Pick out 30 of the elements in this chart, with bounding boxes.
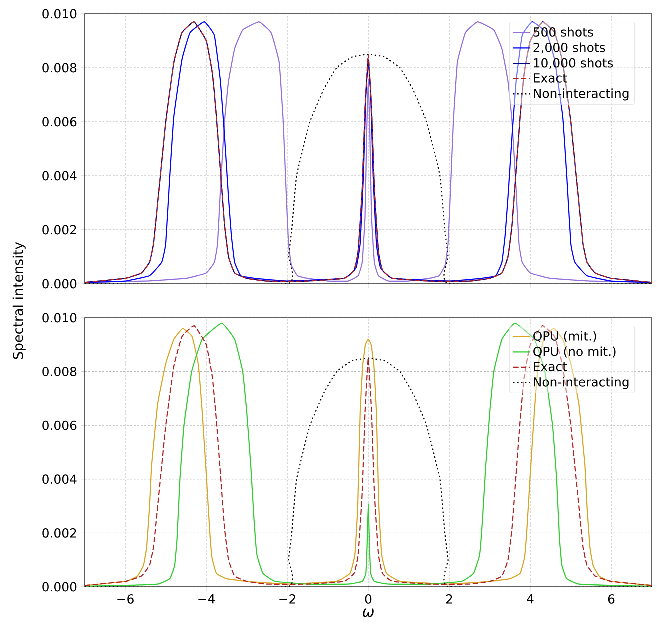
y-tick-label: 0.010 (42, 9, 77, 19)
y-tick-label: 0.000 (42, 582, 77, 592)
y-tick-label: 0.006 (42, 420, 77, 430)
y-tick-label: 0.008 (42, 63, 77, 73)
y-tick-label: 0.002 (42, 225, 76, 235)
x-tick-label: 0 (365, 594, 372, 604)
x-tick-label: 4 (527, 594, 534, 604)
x-tick-label: 2 (446, 594, 452, 604)
y-tick-label: 0.004 (42, 171, 77, 181)
legend-label: Non-interacting (534, 377, 629, 390)
legend-label: QPU (mit.) (534, 331, 596, 342)
x-tick-label: −2 (280, 594, 296, 604)
legend-label: Non-interacting (534, 88, 629, 101)
legend-label: 10,000 shots (534, 58, 614, 70)
legend-label: QPU (no mit.) (534, 346, 616, 358)
legend-label: 2,000 shots (534, 42, 606, 54)
legend-label: 500 shots (534, 27, 594, 37)
y-tick-label: 0.002 (42, 528, 76, 538)
x-tick-label: −6 (118, 594, 134, 604)
y-tick-label: 0.004 (42, 474, 77, 484)
x-tick-label: 6 (608, 594, 615, 604)
y-tick-label: 0.006 (42, 117, 77, 127)
y-tick-label: 0.008 (42, 367, 77, 377)
legend-label: Exact (534, 362, 568, 372)
y-tick-label: 0.000 (42, 279, 77, 289)
legend-label: Exact (534, 74, 568, 83)
y-tick-label: 0.010 (42, 313, 77, 323)
y-axis-title: Spectral intensity (12, 242, 26, 360)
x-axis-title: ω (363, 608, 374, 618)
x-tick-label: −4 (198, 594, 215, 604)
